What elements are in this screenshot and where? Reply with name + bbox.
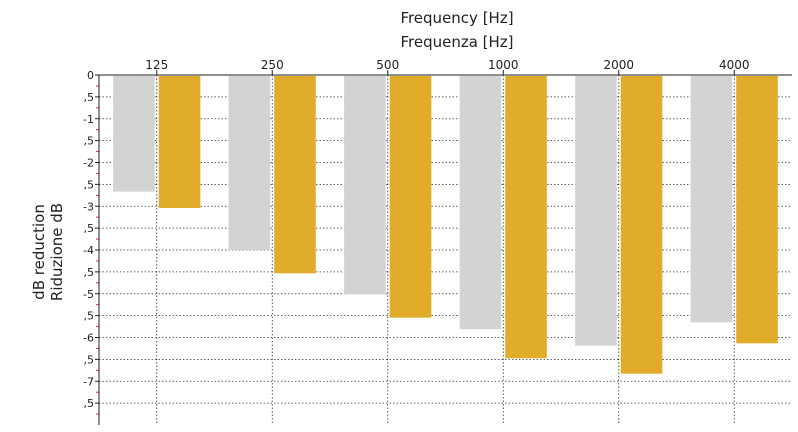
x-tick-label: 4000 xyxy=(719,58,750,72)
y-tick-label: ,5 xyxy=(84,222,95,235)
bar-series-2 xyxy=(389,76,432,318)
x-tick-labels: 125 250 500 1000 2000 4000 xyxy=(145,58,749,72)
bar-series-2 xyxy=(158,76,201,208)
bar-series-2 xyxy=(505,76,547,359)
x-tick-label: 250 xyxy=(261,58,284,72)
y-tick-label: ,5 xyxy=(84,353,95,366)
y-tick-labels: 0 ,5 -1 ,5 -2 ,5 -3 ,5 -4 ,5 -5 ,5 -6 ,5 -7 ,5 xyxy=(83,69,94,410)
y-tick-label: ,5 xyxy=(84,91,95,104)
y-tick-label: -3 xyxy=(83,200,94,213)
y-tick-label: ,5 xyxy=(84,178,95,191)
x-tick-label: 1000 xyxy=(488,58,519,72)
chart-title-line-1: Frequency [Hz] xyxy=(400,9,513,27)
y-tick-label: -7 xyxy=(83,375,94,388)
y-tick-label: -4 xyxy=(83,244,94,257)
y-tick-label: -1 xyxy=(83,113,94,126)
y-tick-label: ,5 xyxy=(84,397,95,410)
bar-series-2 xyxy=(274,76,316,274)
bar-series-2 xyxy=(620,76,663,374)
y-tick-label: -2 xyxy=(83,157,94,170)
bar-series-1 xyxy=(228,76,271,250)
y-axis-title-line-2: Riduzione dB xyxy=(48,203,66,301)
y-tick-label: -5 xyxy=(83,288,94,301)
bar-series-1 xyxy=(459,76,502,330)
y-tick-label: ,5 xyxy=(84,135,95,148)
bars xyxy=(113,76,778,374)
bar-series-1 xyxy=(575,76,617,346)
y-tick-label: 0 xyxy=(87,69,94,82)
y-axis-title-line-1: dB reduction xyxy=(30,204,48,300)
x-tick-label: 2000 xyxy=(603,58,634,72)
y-tick-label: -6 xyxy=(83,332,94,345)
bar-series-2 xyxy=(736,76,778,344)
bar-series-1 xyxy=(344,76,386,295)
axes xyxy=(95,70,792,425)
bar-series-1 xyxy=(113,76,155,192)
y-tick-label: ,5 xyxy=(84,310,95,323)
x-tick-label: 500 xyxy=(376,58,399,72)
chart-title-line-2: Frequenza [Hz] xyxy=(400,33,513,51)
bar-series-1 xyxy=(690,76,733,323)
x-tick-label: 125 xyxy=(145,58,168,72)
grid xyxy=(99,75,792,425)
y-tick-label: ,5 xyxy=(84,266,95,279)
